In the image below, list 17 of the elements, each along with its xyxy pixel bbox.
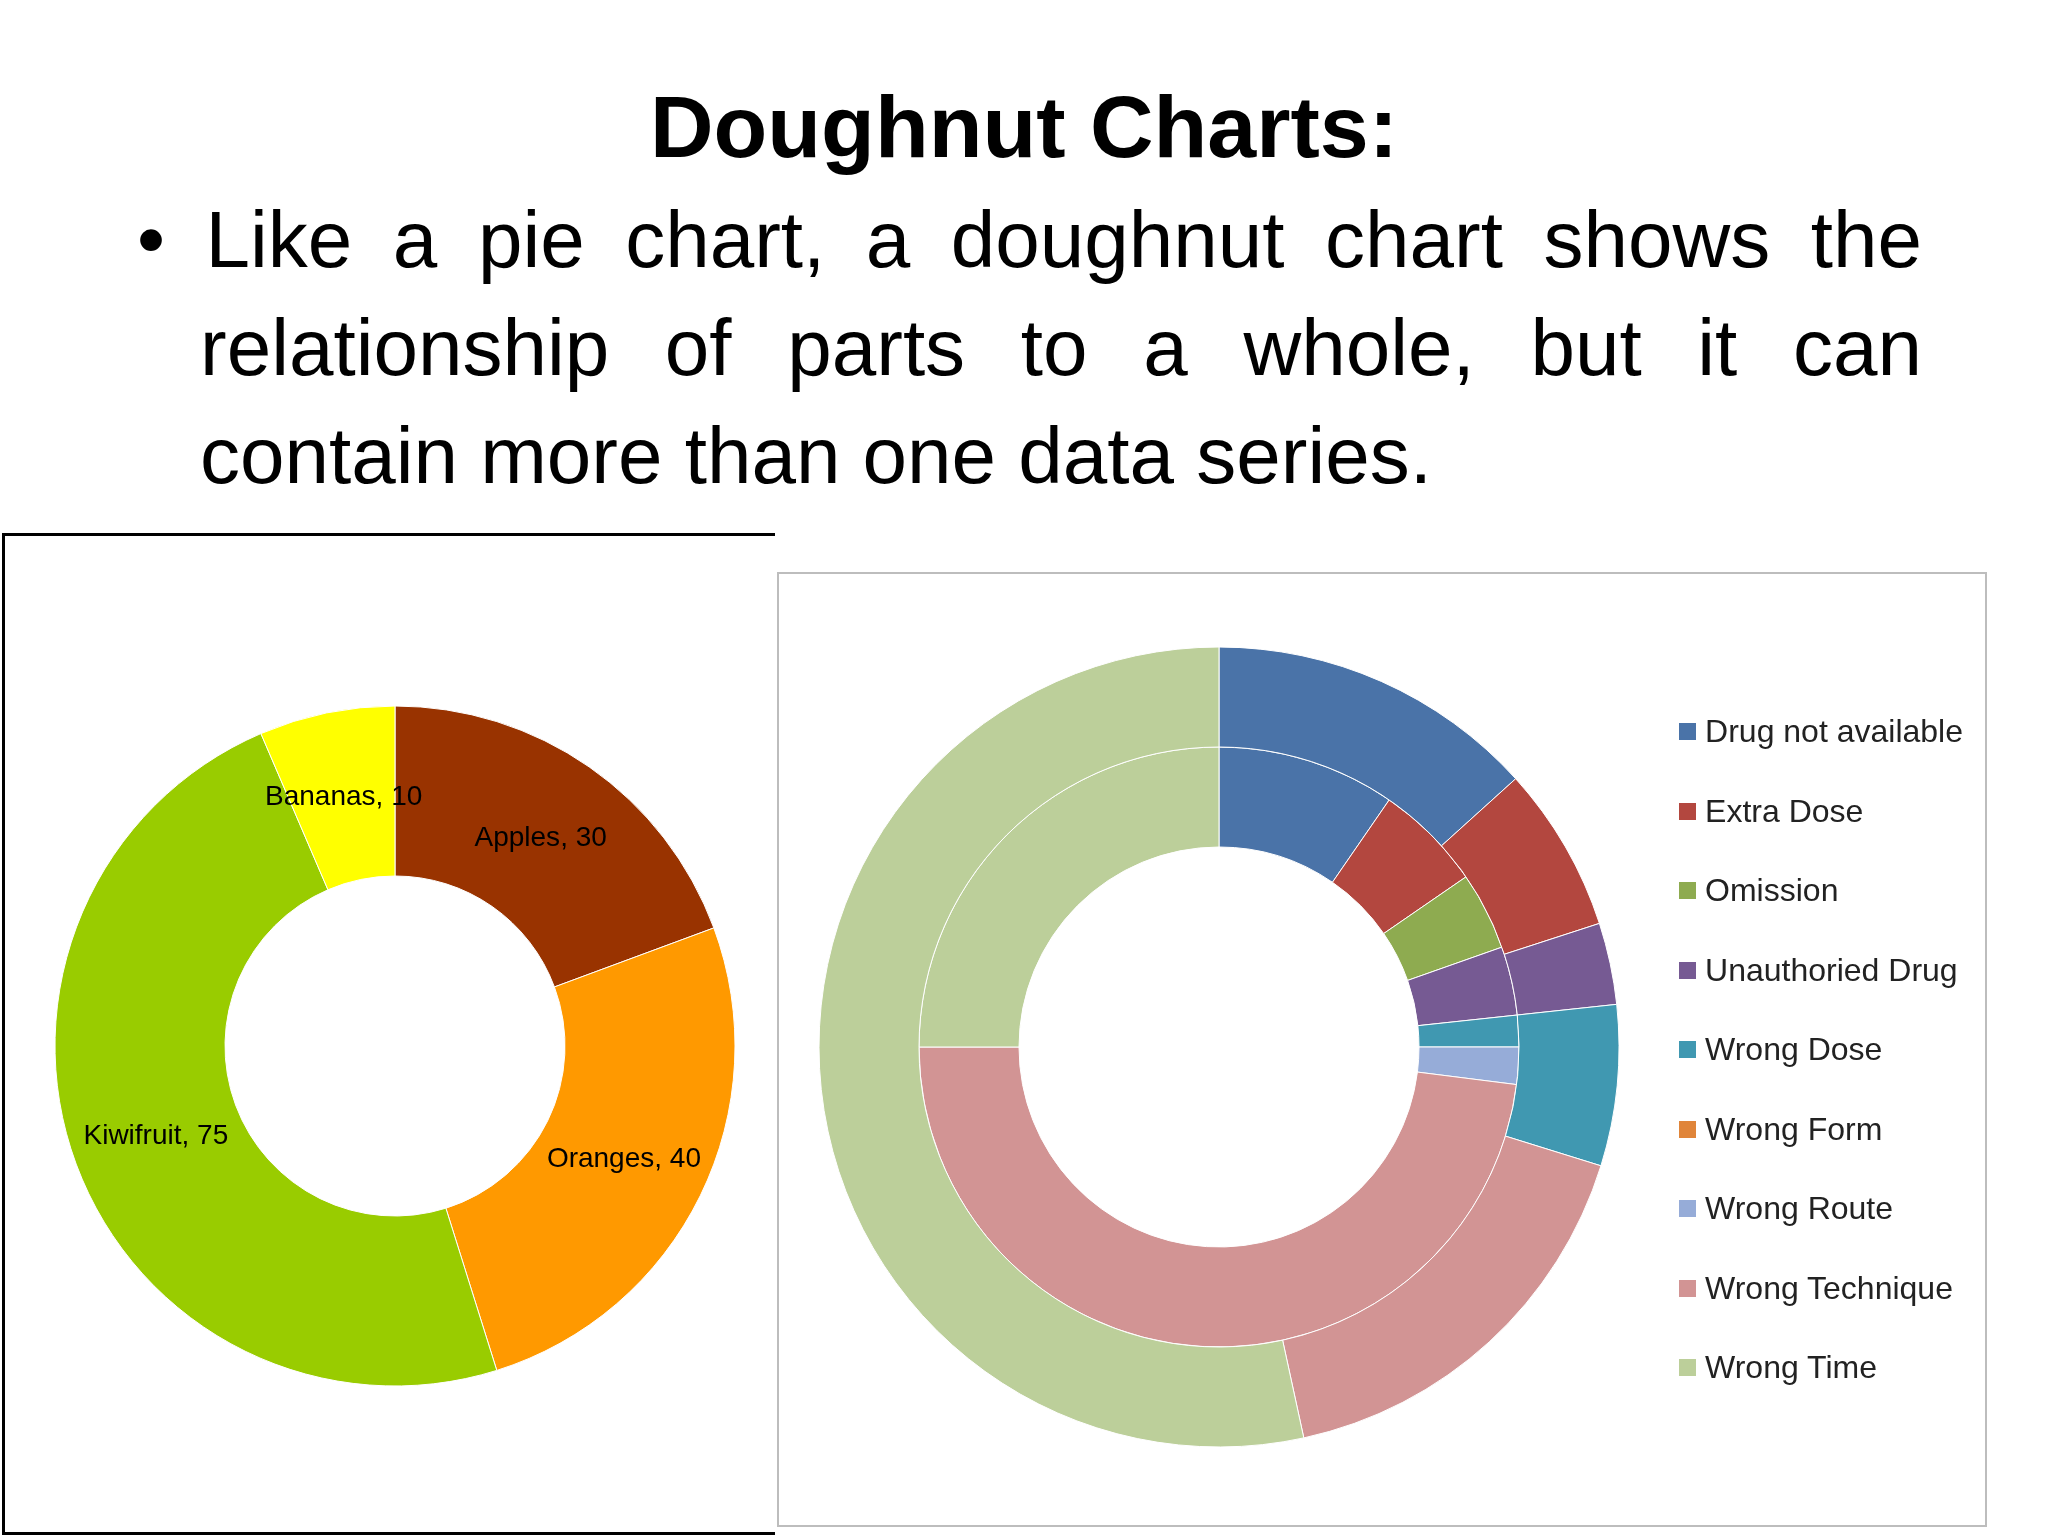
legend-label: Wrong Form [1704, 1109, 1884, 1149]
legend-label: Extra Dose [1704, 791, 1865, 831]
legend-label: Wrong Time [1704, 1348, 1878, 1387]
legend-label: Unauthoried Drug [1704, 950, 1959, 990]
data-label: , 75 [181, 1117, 229, 1152]
chart-title: Doughnut Charts: [649, 76, 1399, 178]
slice-label: Kiwifruit [83, 1117, 182, 1152]
data-label: , 30 [560, 819, 607, 854]
legend-label: Wrong Technique [1704, 1268, 1954, 1308]
legend-label: Wrong Dose [1704, 1030, 1884, 1069]
slice-label: Oranges [546, 1141, 655, 1176]
data-label: , 40 [654, 1141, 701, 1176]
slice-label: Apples [474, 819, 561, 854]
chart-subtitle: • Like a pie chart, a doughnut chart shows the relationship of parts to a whole, but it can contain more than one data series. [137, 194, 1922, 502]
legend-label: Omission [1704, 871, 1840, 910]
legend-label: Wrong Route [1704, 1189, 1894, 1228]
legend-label: Drug not available [1704, 712, 1963, 751]
